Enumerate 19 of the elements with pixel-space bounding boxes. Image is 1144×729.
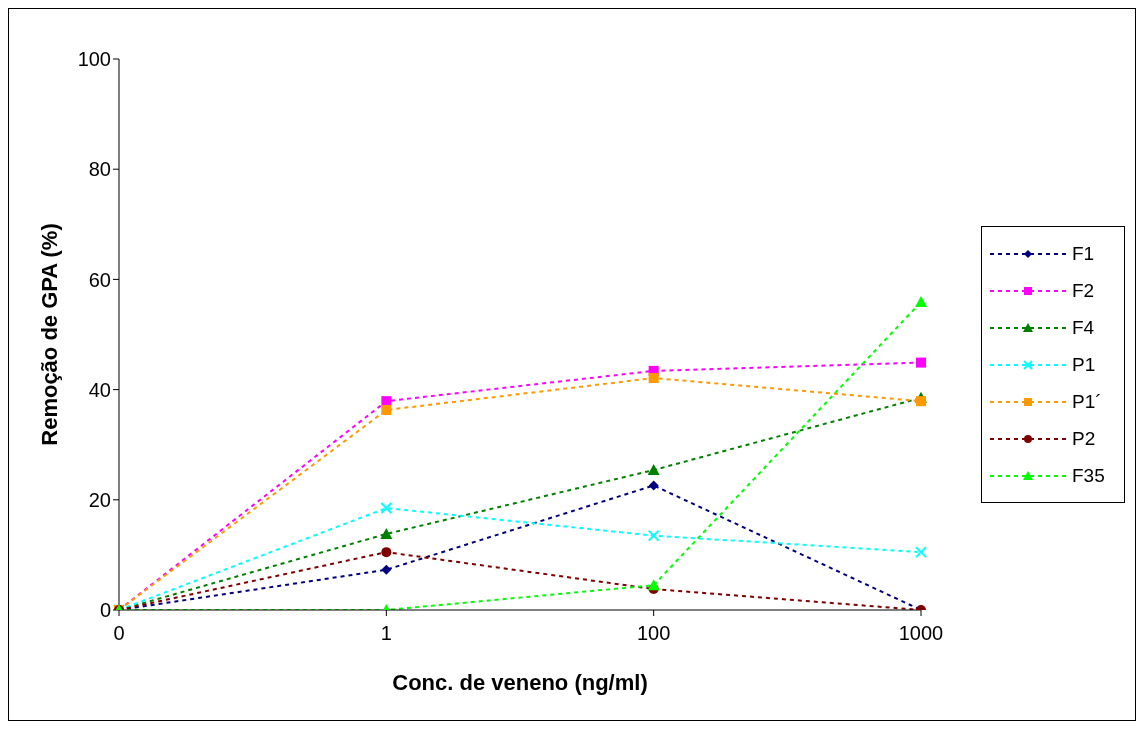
x-axis-title: Conc. de veneno (ng/ml) bbox=[392, 670, 648, 695]
legend-label: P1 bbox=[1072, 353, 1096, 376]
y-tick-label: 40 bbox=[88, 378, 111, 401]
y-tick-label: 80 bbox=[88, 158, 111, 181]
y-tick-label: 60 bbox=[88, 268, 111, 291]
legend-label: P2 bbox=[1072, 427, 1096, 450]
x-tick-label: 0 bbox=[113, 622, 125, 645]
legend-label: F35 bbox=[1072, 464, 1105, 487]
y-tick-label: 20 bbox=[88, 488, 111, 511]
x-tick-label: 100 bbox=[636, 622, 671, 645]
legend-label: F1 bbox=[1072, 242, 1095, 265]
y-axis-title: Remoção de GPA (%) bbox=[36, 223, 62, 446]
legend-label: F4 bbox=[1072, 316, 1095, 339]
x-tick-label: 1000 bbox=[898, 622, 944, 645]
legend-label: P1´ bbox=[1072, 390, 1102, 413]
y-tick-label: 0 bbox=[99, 599, 111, 622]
x-tick-label: 1 bbox=[380, 622, 392, 645]
y-tick-label: 100 bbox=[77, 48, 111, 71]
legend-label: F2 bbox=[1072, 279, 1095, 302]
